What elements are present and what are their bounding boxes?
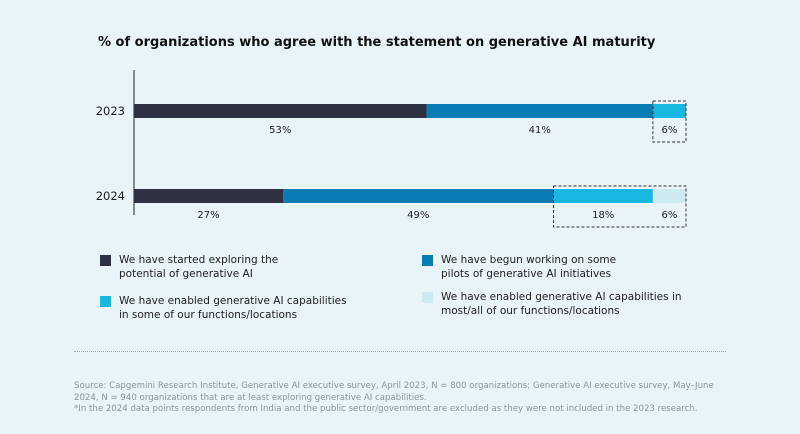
data-label-2024-series-2: 18% [592, 210, 614, 221]
source-footnote: *In the 2024 data points respondents fro… [74, 404, 698, 414]
legend-label-enabled-most: We have enabled generative AI capabiliti… [441, 291, 682, 317]
divider [74, 351, 726, 352]
legend-swatch-enabled-most [422, 292, 433, 303]
source-line-1: Source: Capgemini Research Institute, Ge… [74, 381, 714, 391]
legend-item-exploring: We have started exploring the potential o… [100, 253, 340, 281]
data-label-2024-series-3: 6% [662, 210, 678, 221]
category-label-2023: 2023 [96, 104, 125, 118]
bar-2023-series-1 [426, 104, 653, 118]
bar-2024-series-2 [553, 189, 653, 203]
bar-2024-series-0 [134, 189, 284, 203]
legend-item-pilots: We have begun working on some pilots of g… [422, 253, 662, 281]
legend-swatch-enabled-some [100, 296, 111, 307]
bar-2024-series-1 [283, 189, 554, 203]
highlight-box-2023 [652, 100, 687, 143]
data-label-2023-series-1: 41% [529, 125, 551, 136]
legend-label-exploring: We have started exploring the potential o… [119, 254, 279, 280]
data-label-2024-series-1: 49% [407, 210, 429, 221]
chart-title: % of organizations who agree with the st… [98, 35, 656, 50]
legend-label-pilots: We have begun working on some pilots of g… [441, 254, 617, 280]
legend-item-enabled-most: We have enabled generative AI capabiliti… [422, 290, 702, 318]
legend-label-enabled-some: We have enabled generative AI capabiliti… [119, 295, 347, 321]
bar-2024-series-3 [652, 189, 686, 203]
bar-2023-series-2 [652, 104, 686, 118]
data-label-2023-series-0: 53% [269, 125, 291, 136]
legend-swatch-exploring [100, 255, 111, 266]
legend-swatch-pilots [422, 255, 433, 266]
source-line-2: 2024, N = 940 organizations that are at … [74, 392, 427, 403]
source-note: Source: Capgemini Research Institute, Ge… [74, 381, 734, 416]
highlight-box-2024 [553, 185, 687, 228]
data-label-2023-series-2: 6% [662, 125, 678, 136]
stacked-bar-chart: 2023 53% 41% 6% 2024 27% 49% 18% 6% [96, 70, 687, 228]
bar-2023-series-0 [134, 104, 427, 118]
category-label-2024: 2024 [96, 189, 125, 203]
legend-item-enabled-some: We have enabled generative AI capabiliti… [100, 294, 360, 322]
data-label-2024-series-0: 27% [197, 210, 219, 221]
